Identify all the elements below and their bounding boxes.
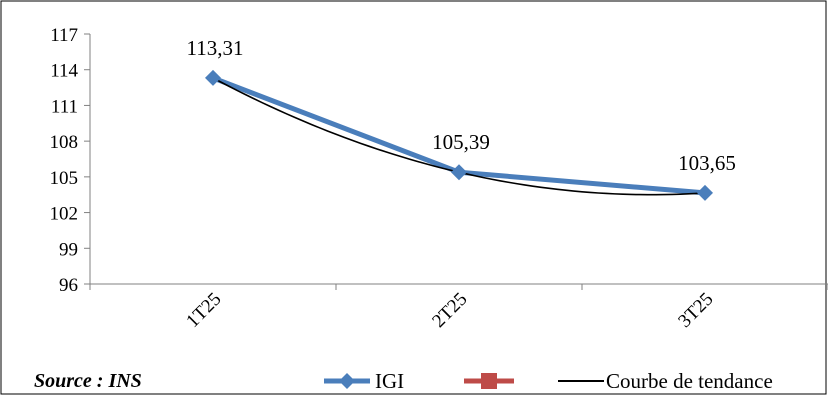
y-tick-label: 96 — [59, 275, 78, 296]
y-tick-label: 105 — [50, 168, 79, 189]
data-point-igi — [451, 164, 467, 181]
data-label: 105,39 — [432, 130, 490, 154]
legend-label-trend: Courbe de tendance — [606, 369, 773, 393]
legend: IGI Courbe de tendance — [324, 369, 773, 393]
y-tick-label: 114 — [50, 61, 78, 82]
legend-marker-igi — [339, 373, 355, 389]
data-point-igi — [205, 69, 221, 86]
source-label: Source : INS — [34, 370, 142, 392]
y-tick-label: 117 — [50, 25, 78, 46]
data-point-igi — [697, 184, 713, 201]
legend-label-igi: IGI — [375, 369, 404, 393]
legend-marker-series-2 — [481, 373, 497, 389]
y-tick-label: 111 — [51, 96, 78, 117]
y-tick-label: 108 — [50, 132, 79, 153]
y-tick-label: 102 — [50, 204, 79, 225]
data-label: 113,31 — [187, 36, 244, 60]
y-tick-label: 99 — [59, 239, 78, 260]
data-label: 103,65 — [678, 151, 736, 175]
